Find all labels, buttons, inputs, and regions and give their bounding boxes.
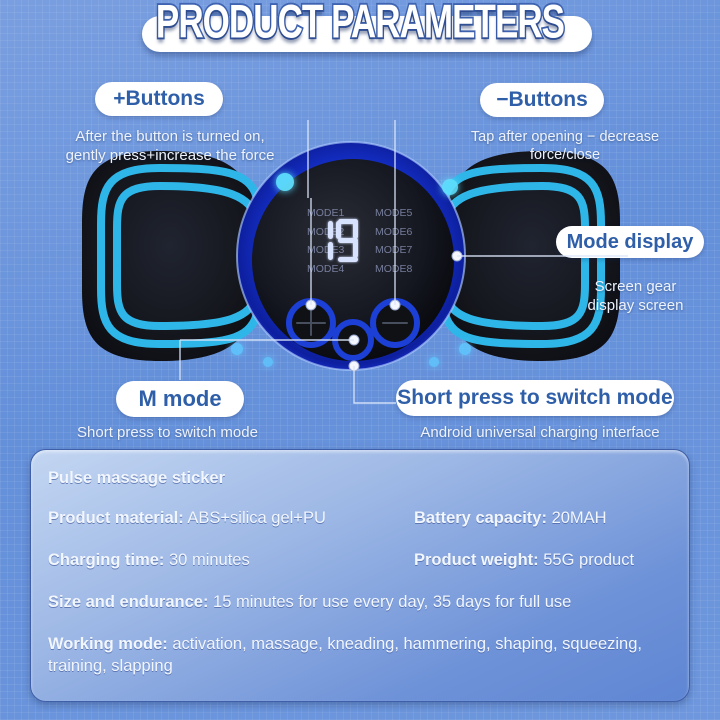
svg-text:MODE7: MODE7 [375,244,413,256]
svg-text:MODE8: MODE8 [375,263,413,275]
svg-text:MODE5: MODE5 [375,207,413,219]
svg-text:MODE6: MODE6 [375,226,413,238]
svg-text:MODE3: MODE3 [307,244,345,256]
svg-text:MODE1: MODE1 [307,207,345,219]
svg-text:MODE4: MODE4 [307,263,345,275]
